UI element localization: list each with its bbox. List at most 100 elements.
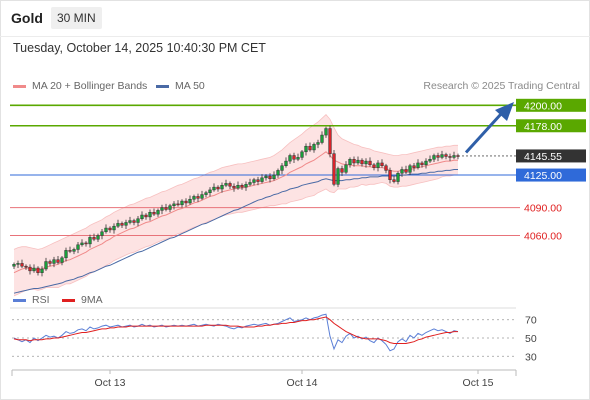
x-tick-label: Oct 14 <box>287 377 318 389</box>
rsi-level-label-70: 70 <box>525 315 537 327</box>
candle-body <box>136 218 140 223</box>
candle-body <box>308 145 312 151</box>
candle-body <box>404 169 408 173</box>
x-tick-label: Oct 15 <box>463 377 494 389</box>
rsi-swatch <box>13 298 26 302</box>
candle-body <box>28 266 32 272</box>
level-label-4060-00: 4060.00 <box>524 231 562 243</box>
candle-body <box>64 250 68 259</box>
symbol-title: Gold <box>11 10 43 26</box>
candle-body <box>448 156 452 158</box>
ma20-label: MA 20 + Bollinger Bands <box>32 80 148 92</box>
timestamp: Tuesday, October 14, 2025 10:40:30 PM CE… <box>13 41 266 55</box>
candle-body <box>224 183 228 186</box>
legend-ma20: MA 20 + Bollinger Bands <box>13 80 147 92</box>
level-label-4145-55: 4145.55 <box>524 151 562 163</box>
candle-body <box>352 158 356 164</box>
candle-body <box>80 242 84 246</box>
candle-body <box>456 155 460 157</box>
candle-body <box>436 155 440 158</box>
candle-body <box>336 168 340 185</box>
candle-body <box>32 267 36 272</box>
timeframe-badge[interactable]: 30 MIN <box>51 7 102 29</box>
candle-body <box>328 128 332 154</box>
candle-body <box>60 257 64 263</box>
candle-body <box>392 179 396 182</box>
candle-body <box>128 220 132 223</box>
candle-body <box>168 205 172 210</box>
candle-body <box>344 164 348 173</box>
candle-body <box>360 159 364 165</box>
candle-body <box>48 261 52 264</box>
bollinger-lower-line <box>13 174 458 297</box>
candle-body <box>340 168 344 173</box>
candle-body <box>292 155 296 160</box>
candle-body <box>260 177 264 182</box>
candle-body <box>432 155 436 160</box>
candle-body <box>316 142 320 145</box>
projection-arrow-head <box>495 102 514 122</box>
candle-body <box>144 214 148 218</box>
candle-body <box>88 237 92 245</box>
candle-body <box>204 192 208 195</box>
candle-body <box>320 134 324 143</box>
legend-rsi: RSI <box>13 294 50 306</box>
candle-body <box>200 194 204 199</box>
candle-body <box>272 174 276 180</box>
candle-body <box>68 250 72 252</box>
candle-body <box>156 210 160 215</box>
candle-body <box>324 128 328 136</box>
candle-body <box>348 158 352 166</box>
candle-body <box>116 223 120 227</box>
rsi-label: RSI <box>32 294 50 306</box>
candle-body <box>92 237 96 240</box>
candle-body <box>368 160 372 166</box>
level-label-4125-00: 4125.00 <box>524 170 562 182</box>
candle-body <box>180 200 184 206</box>
candle-body <box>424 160 428 166</box>
header-bar: Gold 30 MIN <box>0 0 590 37</box>
candle-body <box>96 235 100 240</box>
candle-body <box>240 185 244 188</box>
candle-body <box>304 145 308 153</box>
candle-body <box>108 227 112 231</box>
bollinger-band-area <box>14 114 458 296</box>
bollinger-upper-line <box>13 114 458 250</box>
level-badge-4125-00 <box>516 168 586 182</box>
candle-body <box>72 249 76 252</box>
rsi-line <box>13 313 459 352</box>
candle-body <box>212 186 216 191</box>
ma20-line <box>13 151 458 274</box>
candle-body <box>220 185 224 190</box>
candle-body <box>416 162 420 168</box>
candle-body <box>252 179 256 183</box>
candle-body <box>124 222 128 226</box>
candle-body <box>248 182 252 185</box>
rsi-level-label-50: 50 <box>525 333 537 345</box>
level-label-4090-00: 4090.00 <box>524 203 562 215</box>
candle-body <box>24 265 28 268</box>
candle-body <box>112 225 116 231</box>
candle-body <box>140 214 144 220</box>
candle-body <box>52 259 56 264</box>
projection-arrow-shaft <box>464 113 503 154</box>
candle-body <box>192 196 196 200</box>
candle-body <box>76 244 80 250</box>
x-tick-label: Oct 13 <box>95 377 126 389</box>
candle-body <box>364 160 368 165</box>
candle-body <box>84 242 88 245</box>
candle-body <box>372 164 376 168</box>
candle-body <box>400 169 404 174</box>
candle-body <box>452 155 456 158</box>
ma9-label: 9MA <box>81 294 103 306</box>
candle-body <box>188 198 192 204</box>
candle-body <box>232 185 236 189</box>
candle-body <box>36 267 40 273</box>
candle-body <box>332 153 336 185</box>
candle-body <box>228 183 232 187</box>
candle-body <box>164 207 168 210</box>
ma50-label: MA 50 <box>175 80 205 92</box>
candle-body <box>16 263 20 265</box>
candle-body <box>176 203 180 206</box>
